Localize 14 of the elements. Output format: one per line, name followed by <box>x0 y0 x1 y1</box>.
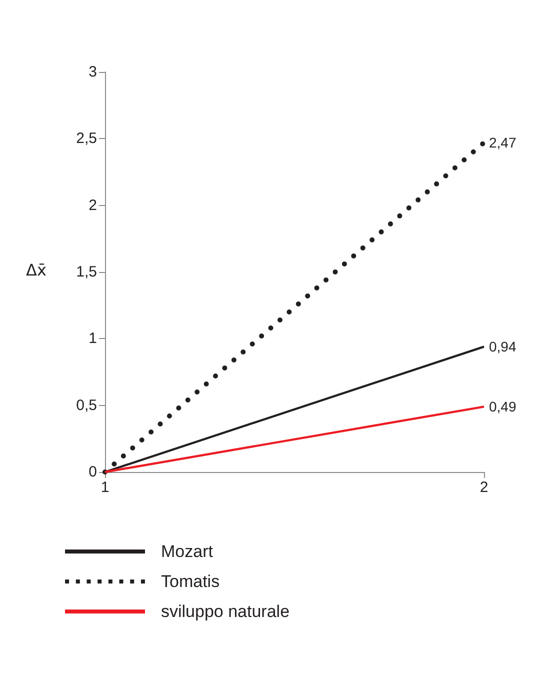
data-label: 0,94 <box>489 338 516 355</box>
y-tick-label: 2 <box>88 196 97 214</box>
legend-label: sviluppo naturale <box>161 602 290 621</box>
y-tick-label: 0,5 <box>76 396 97 414</box>
data-label: 0,49 <box>489 398 516 415</box>
y-tick-label: 1,5 <box>76 264 97 280</box>
y-tick-label: 0 <box>88 464 97 480</box>
y-axis-title: Δx̄ <box>26 260 46 280</box>
y-tick-label: 1 <box>88 330 97 348</box>
legend-label: Mozart <box>161 542 214 561</box>
y-tick-label: 3 <box>88 64 97 80</box>
legend-label: Tomatis <box>161 572 220 591</box>
data-label: 2,47 <box>489 134 516 151</box>
y-tick-label: 2,5 <box>76 130 97 148</box>
